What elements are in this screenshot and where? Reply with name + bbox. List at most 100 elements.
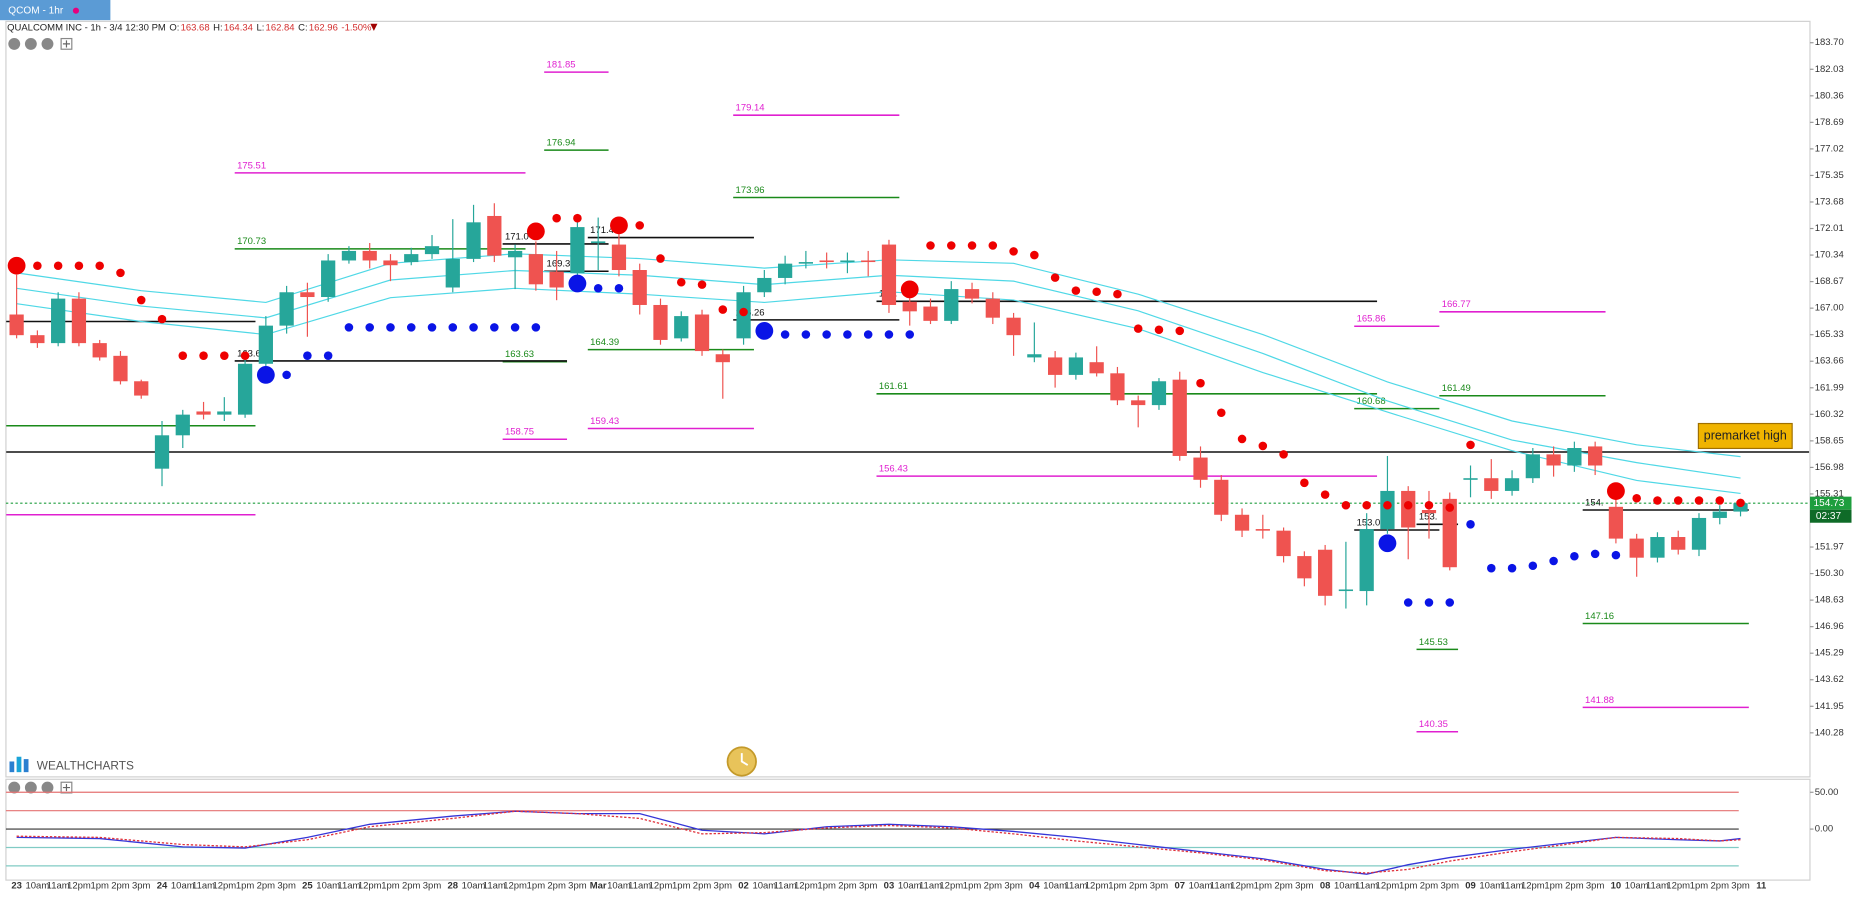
x-tick-label: 25: [302, 881, 313, 892]
x-tick-label: 28: [448, 881, 459, 892]
sar-dot: [1570, 551, 1579, 561]
candle-body: [1546, 454, 1561, 466]
candle-body: [1089, 362, 1104, 374]
tool-icon[interactable]: [24, 781, 37, 794]
y-tick-label: 141.95: [1815, 701, 1844, 712]
x-tick-label: 10am: [1043, 881, 1067, 892]
tool-icon[interactable]: [24, 37, 37, 50]
sar-dot: [386, 323, 395, 332]
x-tick-label: 3pm: [1586, 881, 1605, 892]
x-tick-label: 1pm: [1254, 881, 1273, 892]
candle-body: [1525, 454, 1540, 479]
y-tick-label: 177.02: [1815, 143, 1844, 154]
y-tick-label: 172.01: [1815, 223, 1844, 234]
candle-body: [341, 250, 357, 261]
x-tick-label: 11am: [1355, 881, 1378, 892]
candle-body: [632, 270, 647, 305]
x-tick-label: 1pm: [527, 881, 546, 892]
x-tick-label: 3pm: [423, 881, 442, 892]
x-tick-label: 10am: [462, 881, 486, 892]
x-tick-label: 2pm: [257, 881, 276, 892]
candle-body: [9, 314, 24, 336]
sar-dot: [1196, 378, 1205, 388]
sar-dot: [1383, 500, 1392, 510]
level-label: 163.63: [505, 349, 534, 360]
candle-body: [1484, 478, 1499, 491]
sar-dot: [552, 213, 561, 223]
y-tick-label: 168.67: [1815, 276, 1844, 287]
x-tick-label: 3pm: [132, 881, 151, 892]
sar-dot: [448, 323, 458, 332]
sar-dot: [1507, 563, 1517, 573]
candle-body: [487, 215, 502, 256]
candle-body: [923, 306, 938, 321]
sar-dot: [157, 314, 167, 324]
add-icon-glyph: [62, 784, 71, 792]
candle-body: [258, 325, 273, 364]
candle-body: [1712, 511, 1727, 518]
add-icon-glyph: [62, 40, 71, 48]
x-tick-label: 11am: [1064, 881, 1087, 892]
symbol-tab[interactable]: [0, 0, 111, 21]
candle-body: [1691, 517, 1707, 550]
candle-body: [1650, 537, 1665, 558]
candle-body: [570, 227, 585, 274]
y-tick-label: 150.30: [1815, 568, 1844, 579]
x-tick-label: 11am: [192, 881, 215, 892]
tool-icon[interactable]: [8, 781, 21, 794]
x-tick-label: 2pm: [693, 881, 712, 892]
sar-dot: [988, 241, 998, 250]
tool-icon[interactable]: [41, 781, 54, 794]
x-tick-label: 2pm: [547, 881, 566, 892]
y-tick-label: 173.68: [1815, 196, 1844, 207]
sar-dot: [282, 370, 291, 380]
level-label: 181.85: [547, 60, 576, 71]
x-tick-label: 2pm: [402, 881, 421, 892]
ohlc-value: 163.68: [181, 22, 210, 33]
x-tick-label: 2pm: [838, 881, 857, 892]
x-tick-label: 11am: [483, 881, 506, 892]
sar-dot: [74, 261, 84, 270]
sar-dot: [1175, 326, 1185, 336]
oscillator-line: [16, 810, 1741, 875]
level-label: 158.75: [505, 427, 534, 438]
tool-icon[interactable]: [41, 37, 54, 50]
y-tick-label: 160.32: [1815, 409, 1844, 420]
sar-dot: [656, 254, 665, 263]
sar-dot: [1673, 496, 1683, 505]
y-tick-label: 156.98: [1815, 462, 1844, 473]
sar-dot: [946, 241, 956, 250]
sar-dot: [905, 330, 915, 339]
y-tick-label: 178.69: [1815, 117, 1844, 128]
y-tick-label: 167.00: [1815, 303, 1844, 314]
sar-dot: [1466, 440, 1475, 450]
sar-dot: [490, 323, 499, 332]
sar-dot: [780, 330, 790, 339]
level-label: 160.68: [1357, 396, 1386, 407]
symbol-info: QUALCOMM INC - 1h - 3/4 12:30 PM O:163.68…: [7, 22, 372, 33]
candle-body: [1629, 538, 1644, 558]
sar-dot: [199, 351, 208, 360]
sar-dot: [801, 330, 811, 339]
y-tick-label: 175.35: [1815, 170, 1844, 181]
candle-body: [1463, 478, 1478, 480]
candle-body: [674, 316, 689, 339]
sar-dot: [365, 323, 374, 332]
tool-icon[interactable]: [8, 37, 21, 50]
sar-dot: [1030, 250, 1039, 260]
sar-dot: [1258, 441, 1268, 451]
x-tick-label: 12pm: [503, 881, 527, 892]
candle-body: [1608, 506, 1624, 539]
countdown-box: [1809, 509, 1852, 523]
sar-dot: [1549, 556, 1558, 566]
ohlc-value: 162.96: [309, 22, 338, 33]
candle-body: [1359, 529, 1374, 592]
candle-body: [1255, 529, 1270, 531]
last-price-label: 154.73: [1814, 498, 1845, 509]
candle-body: [362, 250, 377, 261]
x-tick-label: 07: [1174, 881, 1185, 892]
oscillator-panel-frame: [5, 778, 1811, 881]
x-tick-label: 3pm: [1441, 881, 1460, 892]
x-tick-label: 23: [11, 881, 22, 892]
